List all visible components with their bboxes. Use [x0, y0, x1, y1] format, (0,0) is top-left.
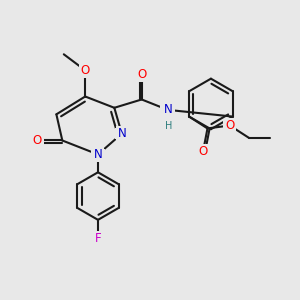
Text: O: O: [137, 68, 146, 81]
Text: F: F: [95, 232, 101, 245]
Bar: [135, 69, 148, 80]
Text: O: O: [32, 134, 42, 147]
Text: N: N: [94, 148, 102, 161]
Bar: [91, 149, 105, 160]
Text: F: F: [95, 232, 101, 245]
Bar: [135, 69, 148, 80]
Bar: [79, 65, 92, 76]
Text: O: O: [225, 119, 234, 132]
Text: O: O: [81, 64, 90, 77]
Bar: [196, 146, 210, 157]
Text: N: N: [117, 127, 126, 140]
Bar: [163, 122, 174, 130]
Text: H: H: [165, 121, 172, 130]
Bar: [223, 120, 236, 131]
Text: O: O: [225, 119, 234, 132]
Text: H: H: [165, 121, 172, 130]
Text: O: O: [198, 145, 208, 158]
Text: N: N: [164, 103, 172, 116]
Bar: [115, 128, 128, 139]
Bar: [160, 104, 175, 116]
Text: N: N: [117, 127, 126, 140]
Text: O: O: [198, 145, 208, 158]
Bar: [91, 149, 105, 160]
Bar: [93, 234, 103, 242]
Text: N: N: [164, 103, 172, 116]
Bar: [223, 120, 236, 131]
Bar: [115, 128, 128, 139]
Bar: [30, 135, 44, 146]
Bar: [196, 146, 210, 157]
Text: O: O: [81, 64, 90, 77]
Text: N: N: [94, 148, 102, 161]
Bar: [93, 234, 103, 242]
Bar: [163, 122, 174, 130]
Bar: [30, 135, 44, 146]
Bar: [79, 65, 92, 76]
Bar: [160, 104, 175, 116]
Text: O: O: [32, 134, 42, 147]
Text: O: O: [137, 68, 146, 81]
